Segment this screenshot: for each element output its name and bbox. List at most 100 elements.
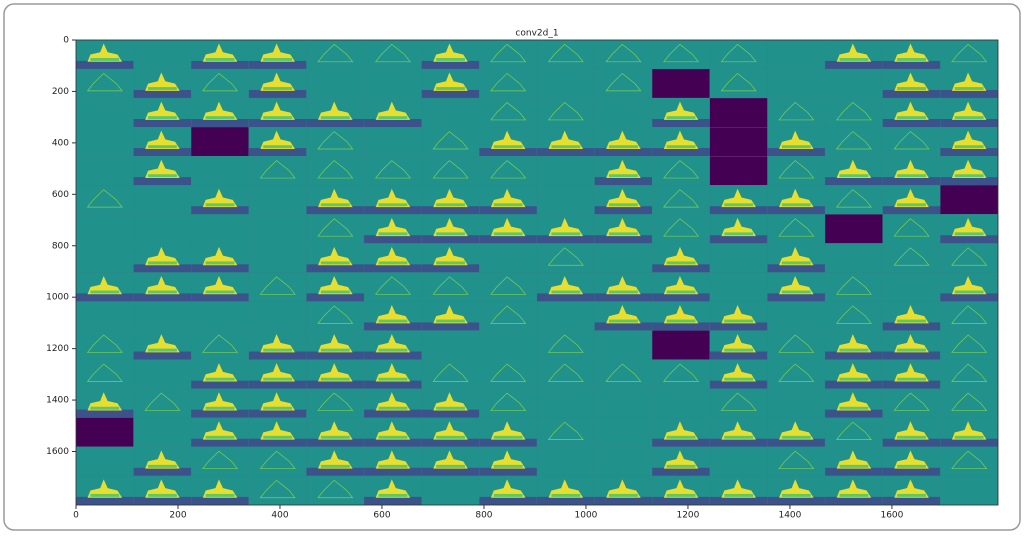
tile bbox=[191, 331, 249, 360]
tile-base bbox=[825, 61, 883, 69]
tile bbox=[364, 69, 422, 98]
tile bbox=[134, 185, 192, 214]
tile-base bbox=[191, 119, 249, 127]
tile-base bbox=[191, 264, 249, 272]
tile-base bbox=[134, 177, 192, 185]
tile-hull bbox=[494, 494, 523, 497]
x-tick-label: 1400 bbox=[778, 511, 801, 521]
tile bbox=[76, 185, 134, 214]
tile bbox=[710, 273, 768, 302]
tile-hull bbox=[436, 261, 465, 264]
tile-base bbox=[940, 177, 998, 185]
tile-base bbox=[710, 497, 768, 505]
tile bbox=[652, 156, 710, 185]
tile-base bbox=[134, 90, 192, 98]
tile-hull bbox=[321, 465, 350, 468]
tile-hull bbox=[897, 320, 926, 323]
tile bbox=[134, 302, 192, 331]
tile bbox=[768, 40, 826, 69]
tile bbox=[595, 447, 653, 476]
tile-hull bbox=[551, 145, 580, 148]
tile-hull bbox=[494, 232, 523, 235]
tile bbox=[191, 447, 249, 476]
tile-base bbox=[883, 61, 941, 69]
tile-base bbox=[191, 439, 249, 447]
tile-base bbox=[134, 293, 192, 301]
tile bbox=[307, 40, 365, 69]
tile-hull bbox=[206, 58, 235, 61]
tile-hull bbox=[263, 436, 292, 439]
tile-hull bbox=[206, 407, 235, 410]
tile bbox=[595, 418, 653, 447]
tile bbox=[479, 69, 537, 98]
tile-hull bbox=[263, 58, 292, 61]
tile bbox=[595, 389, 653, 418]
tile-base bbox=[768, 293, 826, 301]
tile-base bbox=[537, 148, 595, 156]
tile-base bbox=[595, 235, 653, 243]
tile-hull bbox=[667, 145, 696, 148]
tile bbox=[537, 418, 595, 447]
tile-base bbox=[883, 322, 941, 330]
tile bbox=[134, 389, 192, 418]
tile-hull bbox=[551, 291, 580, 294]
tile bbox=[134, 40, 192, 69]
tile-base bbox=[883, 90, 941, 98]
tile bbox=[134, 418, 192, 447]
tile-hull bbox=[897, 87, 926, 90]
tile-base bbox=[652, 468, 710, 476]
tile-hull bbox=[206, 378, 235, 381]
tile-base bbox=[825, 381, 883, 389]
tile bbox=[825, 69, 883, 98]
tile-base bbox=[134, 148, 192, 156]
tile-hull bbox=[206, 203, 235, 206]
tile-base bbox=[307, 264, 365, 272]
tile-hull bbox=[667, 320, 696, 323]
tile-base bbox=[537, 293, 595, 301]
tile bbox=[134, 360, 192, 389]
tile-base bbox=[134, 468, 192, 476]
tile-hull bbox=[90, 407, 119, 410]
tile-hull bbox=[90, 494, 119, 497]
tile-hull bbox=[897, 465, 926, 468]
tile bbox=[940, 447, 998, 476]
tile-base bbox=[595, 148, 653, 156]
tile bbox=[825, 243, 883, 272]
tile-base bbox=[883, 497, 941, 505]
tile-hull bbox=[494, 203, 523, 206]
tile-hull bbox=[379, 436, 408, 439]
tile-hull bbox=[955, 232, 984, 235]
y-tick-label: 1600 bbox=[46, 447, 69, 457]
tile bbox=[249, 447, 307, 476]
tile-base bbox=[134, 264, 192, 272]
tile-hull bbox=[724, 494, 753, 497]
tile bbox=[76, 302, 134, 331]
tile-base bbox=[652, 497, 710, 505]
tile bbox=[768, 302, 826, 331]
tile bbox=[940, 185, 998, 214]
tile bbox=[537, 98, 595, 127]
tile-base bbox=[422, 322, 480, 330]
tile-hull bbox=[436, 203, 465, 206]
tile bbox=[537, 69, 595, 98]
tile-base bbox=[364, 468, 422, 476]
tile-hull bbox=[667, 465, 696, 468]
tile-base bbox=[364, 119, 422, 127]
tile-hull bbox=[148, 465, 177, 468]
tile-hull bbox=[840, 465, 869, 468]
tile bbox=[825, 127, 883, 156]
tile-base bbox=[307, 206, 365, 214]
tile-base bbox=[479, 235, 537, 243]
tile bbox=[422, 98, 480, 127]
tile-base bbox=[249, 381, 307, 389]
tile-base bbox=[191, 61, 249, 69]
tile-base bbox=[422, 264, 480, 272]
tile bbox=[537, 156, 595, 185]
tile-hull bbox=[897, 436, 926, 439]
tile bbox=[76, 360, 134, 389]
tile-base bbox=[364, 322, 422, 330]
tile bbox=[825, 273, 883, 302]
tile bbox=[479, 156, 537, 185]
tile-hull bbox=[148, 349, 177, 352]
tile-base bbox=[652, 439, 710, 447]
